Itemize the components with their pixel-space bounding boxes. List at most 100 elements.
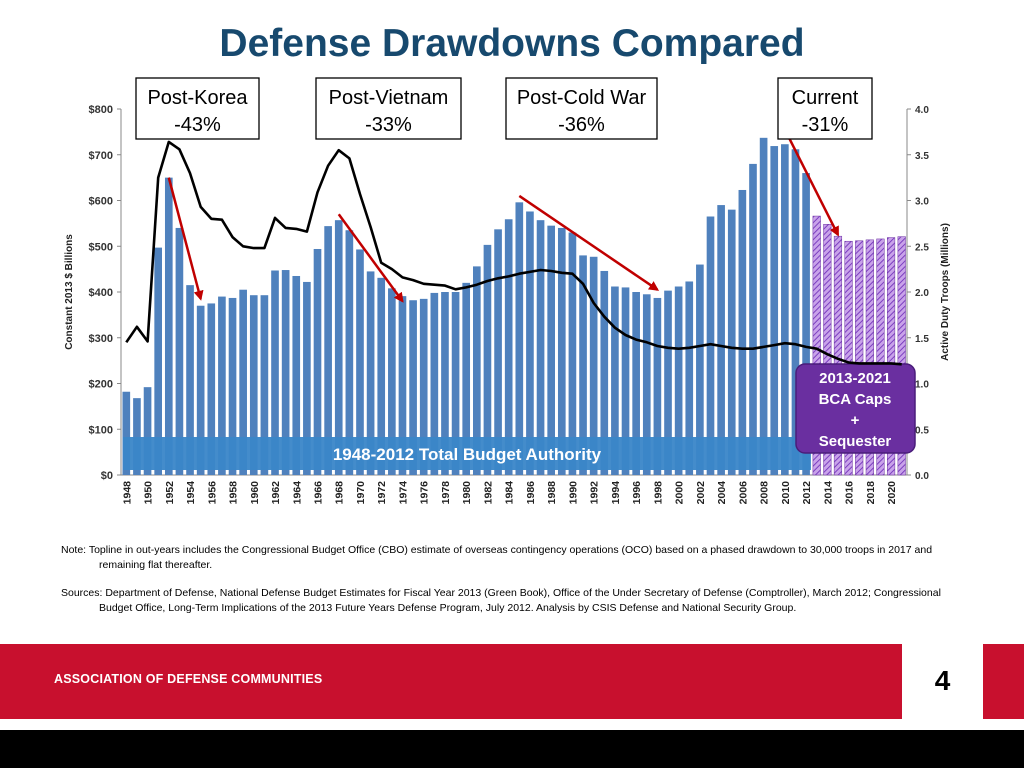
bca-banner-line: 2013-2021 [819, 370, 891, 387]
budget-bar-1971 [366, 271, 375, 475]
budget-bar-1989 [557, 227, 566, 475]
budget-bar-2008 [759, 137, 768, 475]
x-tick-label: 1964 [291, 481, 303, 505]
drawdown-label: Post-Korea [147, 87, 248, 109]
budget-bar-1977 [430, 292, 439, 475]
y-tick-label: $300 [89, 333, 113, 345]
y-tick-label: $500 [89, 241, 113, 253]
budget-bar-1970 [356, 249, 364, 475]
budget-bar-1978 [441, 292, 449, 475]
active-duty-troops-line [125, 140, 902, 366]
budget-bar-1982 [483, 244, 492, 475]
budget-bar-1974 [398, 296, 407, 475]
budget-bar-2001 [685, 281, 694, 475]
x-tick-label: 1960 [249, 481, 261, 505]
x-tick-label: 1988 [546, 481, 558, 505]
bca-bar-2014 [823, 224, 832, 476]
drawdown-label: Current [792, 87, 859, 109]
y-tick-label: $0 [101, 470, 113, 482]
x-tick-label: 1998 [652, 481, 664, 505]
bca-bar-2016 [844, 240, 853, 476]
budget-bar-2003 [706, 216, 715, 475]
budget-bar-1973 [388, 288, 396, 475]
x-tick-label: 1990 [567, 481, 579, 505]
budget-authority-banner-text: 1948-2012 Total Budget Authority [333, 445, 602, 464]
budget-bar-2006 [738, 189, 747, 476]
bca-bar-2017 [855, 240, 864, 476]
slide-title: Defense Drawdowns Compared [219, 22, 805, 65]
bca-bar-2021 [897, 236, 906, 476]
x-tick-label: 1994 [610, 481, 622, 505]
x-tick-label: 1974 [397, 481, 409, 505]
budget-bar-1975 [409, 300, 417, 475]
budget-bar-2007 [749, 163, 757, 475]
drawdown-arrow-2 [518, 194, 660, 291]
y2-tick-label: 4.0 [915, 105, 929, 116]
bca-banner-line: BCA Caps [819, 391, 892, 408]
budget-bar-2010 [781, 144, 789, 476]
x-tick-label: 1968 [334, 481, 346, 505]
x-tick-label: 1950 [143, 481, 155, 505]
drawdown-box-0 [135, 77, 260, 140]
drawdown-label: Post-Cold War [517, 87, 647, 109]
budget-bar-1994 [611, 286, 619, 475]
x-tick-label: 2002 [695, 481, 707, 505]
note-text: Note: Topline in out-years includes the … [61, 544, 933, 571]
x-tick-label: 1956 [206, 481, 218, 505]
x-tick-label: 2000 [674, 481, 686, 505]
drawdown-label: Post-Vietnam [329, 87, 449, 109]
footnotes: Note: Topline in out-years includes the … [61, 543, 961, 629]
y2-tick-label: 0.0 [915, 471, 929, 482]
budget-bar-1966 [313, 248, 322, 475]
x-tick-label: 2008 [759, 481, 771, 505]
budget-bar-2009 [770, 146, 779, 475]
x-tick-label: 1948 [121, 481, 133, 505]
budget-bar-1999 [664, 290, 672, 475]
x-tick-label: 2010 [780, 481, 792, 505]
x-tick-label: 1976 [419, 481, 431, 505]
drawdown-box-3 [777, 77, 873, 140]
y2-tick-label: 1.5 [915, 334, 929, 345]
x-tick-label: 1952 [164, 481, 176, 505]
bca-bar-2018 [865, 239, 874, 476]
budget-bar-1961 [260, 295, 269, 475]
budget-bar-1998 [653, 297, 662, 475]
budget-bar-2005 [727, 209, 736, 475]
x-tick-label: 2016 [844, 481, 856, 505]
budget-bar-1968 [334, 220, 343, 475]
budget-bar-1965 [303, 281, 311, 475]
y2-tick-label: 3.0 [915, 197, 929, 208]
y-tick-label: $700 [89, 150, 113, 162]
budget-bar-2002 [696, 264, 704, 475]
budget-bar-2000 [674, 286, 683, 475]
budget-bar-1969 [345, 230, 354, 475]
y-tick-label: $800 [89, 104, 113, 116]
bca-banner-line: Sequester [819, 433, 892, 450]
budget-bar-1962 [271, 270, 279, 475]
budget-bar-1986 [526, 211, 534, 476]
budget-bar-1997 [642, 294, 651, 475]
budget-bar-1956 [207, 303, 216, 475]
budget-bar-1987 [536, 220, 545, 475]
budget-bar-1985 [515, 202, 524, 475]
budget-bar-1967 [324, 226, 332, 475]
drawdown-arrow-1 [337, 213, 404, 303]
y2-axis-title: Active Duty Troops (Millions) [940, 223, 951, 361]
budget-bar-1952 [164, 177, 173, 475]
y2-tick-label: 2.5 [915, 242, 929, 253]
drawdown-arrow-0 [167, 177, 204, 301]
x-tick-label: 1966 [313, 481, 325, 505]
x-tick-label: 1992 [589, 481, 601, 505]
budget-bar-1954 [186, 285, 194, 475]
y-axis-title: Constant 2013 $ Billions [64, 234, 75, 350]
x-tick-label: 2012 [801, 481, 813, 505]
budget-bar-1990 [568, 232, 577, 475]
sources-text: Sources: Department of Defense, National… [61, 587, 941, 614]
y-tick-label: $600 [89, 196, 113, 208]
budget-bar-2012 [802, 173, 810, 476]
budget-bar-1957 [218, 296, 226, 475]
budget-bar-1964 [292, 275, 301, 475]
bottom-bar [0, 730, 1024, 768]
budget-bar-1955 [196, 305, 205, 475]
x-tick-label: 2006 [737, 481, 749, 505]
